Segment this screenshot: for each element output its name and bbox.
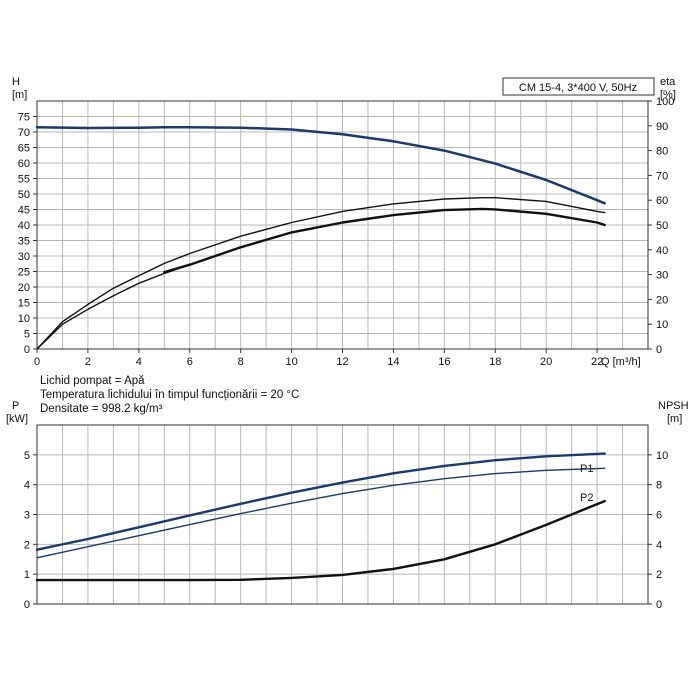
x-tick-label: 22 bbox=[591, 356, 603, 368]
y-tick-label: 10 bbox=[18, 313, 30, 325]
y2-tick-label: 20 bbox=[656, 294, 668, 306]
x-axis-label: Q [m³/h] bbox=[601, 356, 641, 368]
y-axis-unit: [m] bbox=[12, 89, 27, 101]
x-tick-label: 14 bbox=[387, 356, 399, 368]
y2-axis-symbol: eta bbox=[660, 76, 676, 88]
y2-tick-label: 40 bbox=[656, 245, 668, 257]
y2-tick-label: 90 bbox=[656, 121, 668, 133]
series-line-P2 bbox=[36, 467, 606, 559]
y2-tick-label: 0 bbox=[656, 599, 662, 611]
series-line-H bbox=[35, 126, 606, 205]
y2-tick-label: 70 bbox=[656, 170, 668, 182]
x-tick-label: 18 bbox=[489, 356, 501, 368]
y-tick-label: 4 bbox=[24, 480, 30, 492]
y-tick-label: 25 bbox=[18, 267, 30, 279]
series-line-eta-1 bbox=[36, 197, 606, 350]
y-axis-symbol: H bbox=[12, 76, 20, 88]
y-tick-label: 55 bbox=[18, 174, 30, 186]
y2-tick-label: 6 bbox=[656, 510, 662, 522]
y2-axis-symbol: NPSH bbox=[658, 400, 689, 412]
y-tick-label: 65 bbox=[18, 143, 30, 155]
x-tick-label: 10 bbox=[285, 356, 297, 368]
y-tick-label: 40 bbox=[18, 220, 30, 232]
y2-tick-label: 60 bbox=[656, 195, 668, 207]
y2-axis-unit: [%] bbox=[660, 89, 676, 101]
y-tick-label: 30 bbox=[18, 251, 30, 263]
x-tick-label: 4 bbox=[136, 356, 142, 368]
x-tick-label: 12 bbox=[336, 356, 348, 368]
y-tick-label: 60 bbox=[18, 158, 30, 170]
y-tick-label: 5 bbox=[24, 329, 30, 341]
series-label-p2: P2 bbox=[580, 492, 593, 504]
x-tick-label: 2 bbox=[85, 356, 91, 368]
y-tick-label: 35 bbox=[18, 236, 30, 248]
x-tick-label: 16 bbox=[438, 356, 450, 368]
y-tick-label: 70 bbox=[18, 127, 30, 139]
y-tick-label: 2 bbox=[24, 539, 30, 551]
y2-axis-unit: [m] bbox=[667, 413, 682, 425]
y2-tick-label: 8 bbox=[656, 480, 662, 492]
y-axis-symbol: P bbox=[12, 400, 19, 412]
y-tick-label: 20 bbox=[18, 282, 30, 294]
chart-title: CM 15-4, 3*400 V, 50Hz bbox=[519, 82, 637, 94]
y2-tick-label: 50 bbox=[656, 220, 668, 232]
y2-tick-label: 4 bbox=[656, 539, 662, 551]
y-axis-unit: [kW] bbox=[6, 413, 28, 425]
y-tick-label: 15 bbox=[18, 298, 30, 310]
y-tick-label: 0 bbox=[24, 599, 30, 611]
series-line-NPSH bbox=[35, 499, 606, 582]
y2-tick-label: 10 bbox=[656, 450, 668, 462]
y-tick-label: 0 bbox=[24, 344, 30, 356]
y2-tick-label: 0 bbox=[656, 344, 662, 356]
y-tick-label: 3 bbox=[24, 510, 30, 522]
y-tick-label: 45 bbox=[18, 205, 30, 217]
y-tick-label: 5 bbox=[24, 450, 30, 462]
x-tick-label: 0 bbox=[34, 356, 40, 368]
y2-tick-label: 2 bbox=[656, 569, 662, 581]
x-tick-label: 8 bbox=[238, 356, 244, 368]
note-line: Lichid pompat = Apă bbox=[40, 375, 145, 387]
y2-tick-label: 80 bbox=[656, 146, 668, 158]
y-tick-label: 50 bbox=[18, 189, 30, 201]
y2-tick-label: 30 bbox=[656, 270, 668, 282]
note-line: Densitate = 998.2 kg/m³ bbox=[40, 403, 163, 415]
note-line: Temperatura lichidului în timpul funcțio… bbox=[40, 389, 299, 401]
y-tick-label: 1 bbox=[24, 569, 30, 581]
series-line-P1 bbox=[35, 452, 606, 551]
x-tick-label: 6 bbox=[187, 356, 193, 368]
series-label-p1: P1 bbox=[580, 463, 593, 475]
y2-tick-label: 100 bbox=[656, 96, 674, 108]
title-box bbox=[502, 77, 655, 96]
y2-tick-label: 10 bbox=[656, 319, 668, 331]
x-tick-label: 20 bbox=[540, 356, 552, 368]
y-tick-label: 75 bbox=[18, 112, 30, 124]
series-line-eta-3 bbox=[163, 207, 606, 274]
